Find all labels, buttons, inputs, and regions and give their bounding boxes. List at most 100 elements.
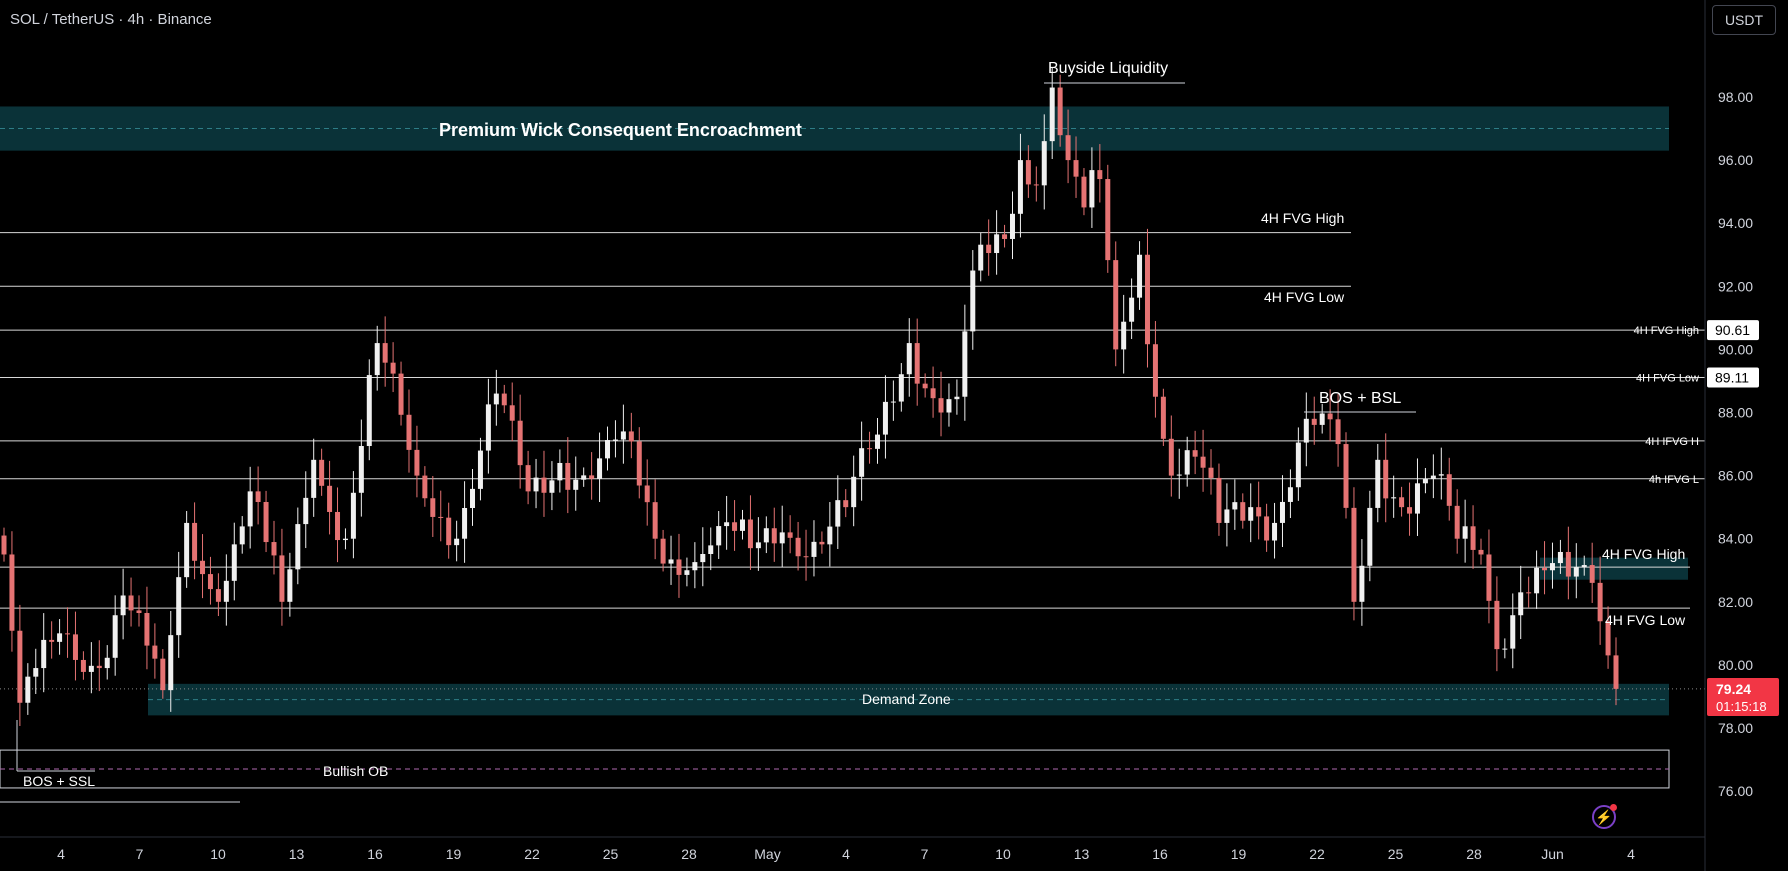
candle-body (1041, 141, 1047, 186)
candle-body (1311, 418, 1317, 425)
candle (890, 380, 896, 421)
fvg-high-label-1: 4H FVG High (1261, 210, 1344, 226)
candle-body (581, 475, 587, 480)
candle (295, 507, 301, 585)
candle-body (851, 476, 857, 508)
candle (152, 623, 158, 679)
candle (1057, 74, 1063, 147)
candle-body (88, 665, 94, 672)
candle (358, 419, 364, 517)
candle (906, 318, 912, 397)
candle (1073, 136, 1079, 198)
time-tick: 10 (210, 846, 226, 862)
candle (581, 467, 587, 487)
candle (668, 535, 674, 585)
level-tags: 4H FVG High 90.61 4H FVG Low 89.11 4H IFVG H… (1634, 320, 1759, 486)
candle (819, 531, 825, 554)
candle (1113, 241, 1119, 367)
fvg-low-label-1: 4H FVG Low (1264, 289, 1345, 305)
candle-body (605, 440, 611, 459)
candle-body (795, 537, 801, 557)
candle (17, 604, 23, 727)
candle (994, 210, 1000, 275)
candle-body (771, 528, 777, 544)
candle (1351, 487, 1357, 621)
candle-body (366, 375, 372, 447)
candle (1359, 539, 1365, 626)
candle-body (620, 431, 626, 440)
candle (1383, 433, 1389, 523)
candle (1176, 448, 1182, 499)
candle-body (1351, 507, 1357, 602)
candle-body (1367, 507, 1373, 566)
candle-body (493, 393, 499, 405)
candle (1542, 541, 1548, 595)
demand-zone-label: Demand Zone (862, 691, 951, 707)
candle-body (787, 532, 793, 538)
time-tick: 25 (1388, 846, 1404, 862)
time-tick: 22 (524, 846, 540, 862)
candle (247, 466, 253, 549)
candle (88, 642, 94, 694)
candle-body (1526, 592, 1532, 594)
price-tick: 94.00 (1718, 215, 1753, 231)
candle-body (454, 538, 460, 546)
price-scale[interactable]: 98.00 96.00 94.00 92.00 90.00 88.00 86.00 84.00… (1718, 89, 1753, 799)
candle (811, 520, 817, 577)
candle-body (835, 500, 841, 527)
candle (898, 363, 904, 412)
candle (1248, 483, 1254, 543)
currency-button[interactable]: USDT (1712, 5, 1776, 35)
candle-body (1121, 321, 1127, 350)
candle-body (1279, 501, 1285, 523)
time-tick: 7 (921, 846, 929, 862)
candle (96, 640, 102, 692)
candle-body (1232, 502, 1238, 510)
candle (1319, 403, 1325, 434)
candle (1399, 486, 1405, 517)
candle (1414, 458, 1420, 536)
candle-body (716, 526, 722, 546)
candle (382, 316, 388, 387)
premium-wick-label: Premium Wick Consequent Encroachment (439, 120, 802, 140)
candle (517, 394, 523, 489)
candle (1534, 550, 1540, 609)
candle (1224, 483, 1230, 547)
candle-body (104, 657, 110, 669)
candle-body (287, 569, 293, 602)
time-tick: 4 (57, 846, 65, 862)
candle (1454, 489, 1460, 554)
candle-body (938, 398, 944, 413)
candle-body (906, 343, 912, 375)
candle-body (1605, 621, 1611, 656)
candle (1081, 168, 1087, 216)
time-tick: 4 (842, 846, 850, 862)
candle-body (1264, 516, 1270, 541)
candle (342, 528, 348, 550)
lightning-icon[interactable]: ⚡ (1592, 804, 1617, 829)
candle-body (986, 244, 992, 254)
candle (827, 502, 833, 567)
candle-body (223, 580, 229, 602)
candle-body (1002, 234, 1008, 239)
candle-body (25, 676, 31, 703)
price-tick: 76.00 (1718, 783, 1753, 799)
level-tag-label: 4h IFVG L (1649, 474, 1699, 486)
candle (882, 375, 888, 459)
candle-body (477, 450, 483, 489)
candle-body (1129, 297, 1135, 322)
candle-body (874, 434, 880, 449)
time-scale[interactable]: 4 7 10 13 16 19 22 25 28 May 4 7 10 13 16 19 22 25 28 Jun 4 (57, 846, 1635, 862)
candle-body (1446, 474, 1452, 506)
candle-body (231, 544, 237, 581)
symbol-title[interactable]: SOL / TetherUS · 4h · Binance (10, 11, 212, 28)
candle (1129, 278, 1135, 339)
candle-body (1240, 502, 1246, 521)
candle-body (49, 639, 55, 642)
candle-body (176, 577, 182, 636)
candle-body (1565, 551, 1571, 577)
candle (390, 342, 396, 393)
candle (1279, 475, 1285, 548)
candle (1272, 502, 1278, 559)
